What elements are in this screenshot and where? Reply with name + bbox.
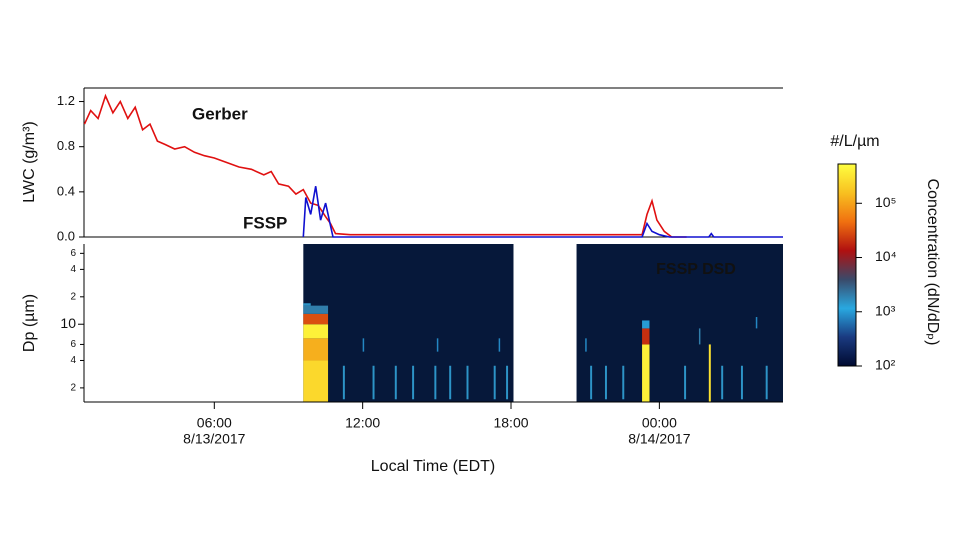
heat-cell <box>498 338 501 352</box>
colorbar-tick-label: 10⁴ <box>875 248 897 264</box>
y-tick-label: 4 <box>70 264 76 275</box>
heat-cell <box>493 365 496 400</box>
heat-cell <box>698 328 701 345</box>
y-tick-label: 1.2 <box>57 93 75 108</box>
heat-cell <box>303 324 329 339</box>
heat-cell <box>434 365 437 400</box>
y-tick-label: 0.4 <box>57 183 75 198</box>
x-tick-label: 06:00 <box>197 415 232 431</box>
date-label: 8/14/2017 <box>628 431 690 447</box>
heat-cell <box>604 365 607 400</box>
heat-cell <box>765 365 768 400</box>
x-tick-label: 12:00 <box>345 415 380 431</box>
heat-cell <box>303 338 329 361</box>
heat-cell <box>590 365 593 400</box>
heat-cell <box>740 365 743 400</box>
y-tick-label: 4 <box>70 355 76 366</box>
heat-cell <box>372 365 375 400</box>
legend-gerber: Gerber <box>192 104 248 123</box>
heat-cell <box>755 317 758 329</box>
series-line <box>83 93 687 238</box>
heat-cell <box>436 338 439 352</box>
heat-cell <box>642 328 650 345</box>
x-tick-label: 18:00 <box>493 415 528 431</box>
heat-cell <box>394 365 397 400</box>
date-label: 8/13/2017 <box>183 431 245 447</box>
y-tick-label: 10 <box>60 315 76 331</box>
heat-cell <box>642 320 650 329</box>
heat-cell <box>362 338 365 352</box>
heat-cell <box>622 365 625 400</box>
colorbar-tick-label: 10² <box>875 357 896 373</box>
y-label-bottom: Dp (µm) <box>21 294 38 352</box>
y-label-top: LWC (g/m³) <box>21 121 38 202</box>
colorbar-tick-label: 10⁵ <box>875 194 896 210</box>
heat-cell <box>708 344 711 402</box>
heat-cell <box>585 338 587 352</box>
colorbar-label: Concentration (dN/dDₚ) <box>924 179 941 346</box>
x-tick-label: 00:00 <box>642 415 677 431</box>
y-tick-label: 0.0 <box>57 228 75 243</box>
colorbar-title: #/L/µm <box>830 133 879 150</box>
legend-fssp: FSSP <box>243 213 287 232</box>
heat-cell <box>721 365 724 400</box>
y-tick-label: 2 <box>70 383 76 394</box>
heat-cell <box>303 305 329 314</box>
y-tick-label: 6 <box>70 339 76 350</box>
heat-cell <box>412 365 415 400</box>
heat-cell <box>303 360 329 402</box>
heat-cell <box>642 344 650 402</box>
y-tick-label: 2 <box>70 291 76 302</box>
heatmap-title: FSSP DSD <box>656 261 736 278</box>
heat-cell <box>684 365 687 400</box>
colorbar <box>837 163 857 367</box>
heat-cell <box>303 303 311 306</box>
heat-cell <box>342 365 345 400</box>
heat-cell <box>466 365 469 400</box>
data-coverage <box>303 244 514 402</box>
y-tick-label: 0.8 <box>57 138 75 153</box>
heat-cell <box>303 313 329 325</box>
x-label: Local Time (EDT) <box>371 458 495 475</box>
heat-cell <box>449 365 452 400</box>
heat-cell <box>506 365 509 400</box>
series-line <box>302 186 783 238</box>
colorbar-tick-label: 10³ <box>875 302 896 318</box>
y-tick-label: 6 <box>70 248 76 259</box>
data-coverage <box>576 244 783 402</box>
